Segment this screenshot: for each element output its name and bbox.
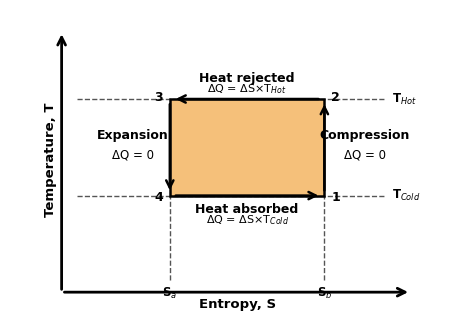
Text: Entropy, S: Entropy, S [199, 298, 276, 311]
Text: 1: 1 [331, 191, 340, 204]
Text: Expansion: Expansion [97, 129, 169, 142]
Text: T$_{Hot}$: T$_{Hot}$ [392, 91, 417, 107]
Text: ΔQ = ΔS×T$_{Cold}$: ΔQ = ΔS×T$_{Cold}$ [206, 213, 289, 227]
Text: S$_b$: S$_b$ [317, 286, 332, 301]
Text: Temperature, T: Temperature, T [44, 102, 57, 216]
Text: T$_{Cold}$: T$_{Cold}$ [392, 188, 421, 203]
Text: ΔQ = 0: ΔQ = 0 [112, 148, 154, 161]
Text: S$_a$: S$_a$ [162, 286, 177, 301]
Text: Heat rejected: Heat rejected [200, 72, 295, 85]
Bar [170, 99, 324, 196]
Text: Compression: Compression [319, 129, 410, 142]
Text: Heat absorbed: Heat absorbed [195, 203, 299, 216]
Text: ΔQ = ΔS×T$_{Hot}$: ΔQ = ΔS×T$_{Hot}$ [207, 82, 287, 96]
Text: 4: 4 [154, 191, 163, 204]
Text: 2: 2 [331, 91, 340, 104]
Text: 3: 3 [155, 91, 163, 104]
Text: ΔQ = 0: ΔQ = 0 [344, 148, 385, 161]
